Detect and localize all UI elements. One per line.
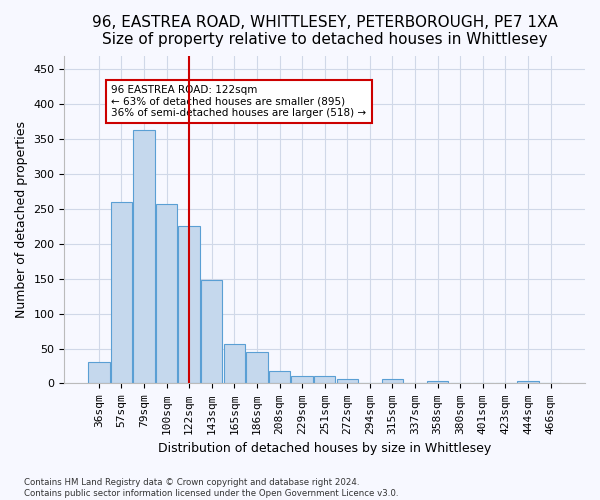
Y-axis label: Number of detached properties: Number of detached properties <box>15 121 28 318</box>
Bar <box>314 376 335 384</box>
Bar <box>517 380 539 384</box>
Bar <box>201 280 223 384</box>
Bar <box>292 376 313 384</box>
Bar <box>337 378 358 384</box>
Bar <box>382 380 403 384</box>
Text: 96 EASTREA ROAD: 122sqm
← 63% of detached houses are smaller (895)
36% of semi-d: 96 EASTREA ROAD: 122sqm ← 63% of detache… <box>111 85 367 118</box>
Bar <box>110 202 132 384</box>
X-axis label: Distribution of detached houses by size in Whittlesey: Distribution of detached houses by size … <box>158 442 491 455</box>
Text: Contains HM Land Registry data © Crown copyright and database right 2024.
Contai: Contains HM Land Registry data © Crown c… <box>24 478 398 498</box>
Bar <box>246 352 268 384</box>
Bar <box>269 371 290 384</box>
Bar <box>133 130 155 384</box>
Bar <box>178 226 200 384</box>
Title: 96, EASTREA ROAD, WHITTLESEY, PETERBOROUGH, PE7 1XA
Size of property relative to: 96, EASTREA ROAD, WHITTLESEY, PETERBOROU… <box>92 15 557 48</box>
Bar <box>224 344 245 384</box>
Bar <box>88 362 110 384</box>
Bar <box>427 380 448 384</box>
Bar <box>156 204 177 384</box>
